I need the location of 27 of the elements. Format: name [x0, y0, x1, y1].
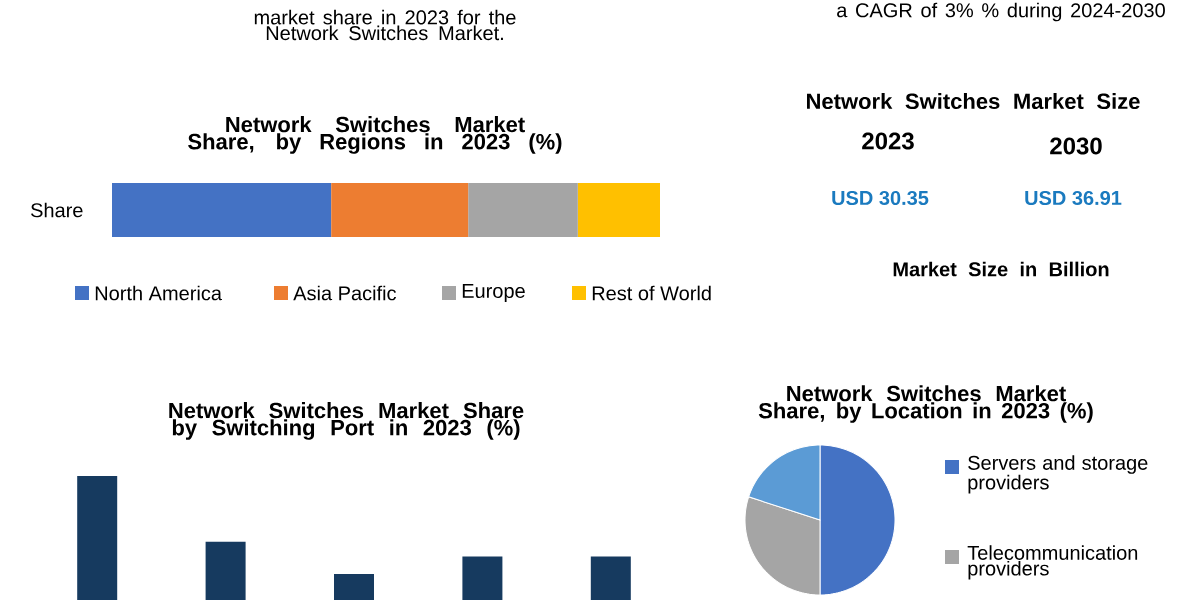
- y-tick-label: Share: [31, 202, 83, 218]
- chart-title: Network Switches Market Share, by Regions in 2023 (%): [188, 116, 562, 154]
- bar: [590, 556, 631, 600]
- bar: [462, 556, 503, 600]
- category-label: 2030: [1050, 137, 1102, 155]
- bar: [334, 573, 374, 600]
- text: market share in 2023 for the Network Switches Market.: [254, 9, 516, 41]
- legend-label: North America: [95, 285, 222, 301]
- text: USD 30.35: [832, 190, 929, 206]
- text: Market Size in Billion: [893, 261, 1109, 277]
- legend-label: Asia Pacific: [293, 285, 397, 301]
- bar: [77, 476, 118, 600]
- bar: [112, 183, 332, 237]
- text: Network Switches Market Size: [807, 92, 1140, 110]
- text: USD 36.91: [1025, 190, 1122, 206]
- chart-title: Network Switches Market Share, by Location in 2023 (%): [758, 385, 1093, 423]
- text: a CAGR of 3% % during 2024-2030: [837, 2, 1165, 22]
- legend-label: Servers and storage providers: [968, 455, 1148, 494]
- legend-label: Telecommunication providers: [967, 545, 1138, 580]
- category-label: 2023: [862, 132, 914, 150]
- bar: [205, 541, 246, 600]
- bar: [468, 183, 578, 237]
- chart-title: Network Switches Market Share by Switching Port in 2023 (%): [169, 402, 524, 440]
- legend-label: Rest of World: [592, 285, 711, 301]
- bar: [331, 183, 469, 237]
- bar: [577, 183, 661, 237]
- legend-label: Europe: [462, 284, 525, 302]
